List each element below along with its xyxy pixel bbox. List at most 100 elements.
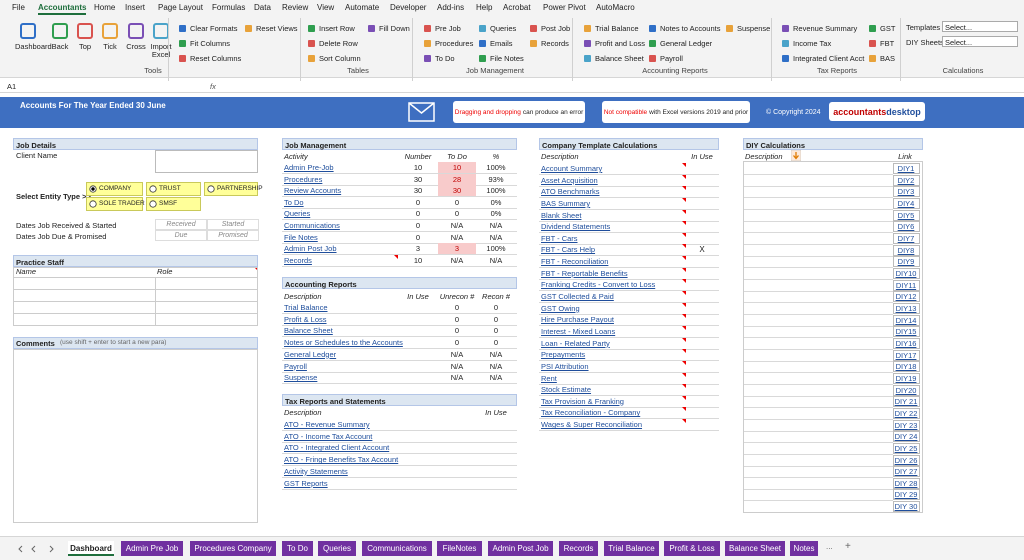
more-tabs[interactable]: ...	[826, 542, 833, 551]
report-link[interactable]: Trial Balance	[284, 303, 328, 312]
ribbon-button[interactable]: Records	[541, 39, 569, 48]
ribbon-tab[interactable]: Data	[254, 3, 271, 12]
template-link[interactable]: Hire Purchase Payout	[541, 315, 614, 325]
diy-link[interactable]: DIY2	[897, 175, 915, 185]
report-link[interactable]: Payroll	[284, 361, 307, 371]
diy-link[interactable]: DIY12	[895, 292, 917, 302]
sheet-tab[interactable]	[68, 541, 114, 556]
activity-link[interactable]: Queries	[284, 209, 311, 219]
ribbon-button[interactable]: Suspense	[737, 24, 771, 33]
sheet-tab[interactable]	[488, 541, 553, 556]
ribbon-button[interactable]: FBT	[880, 39, 895, 48]
report-link[interactable]: Balance Sheet	[284, 326, 333, 336]
diy-link[interactable]: DIY 22	[894, 408, 918, 418]
report-link[interactable]: Profit & Loss	[284, 314, 327, 324]
template-link[interactable]: Tax Provision & Franking	[541, 396, 624, 406]
date-cell[interactable]	[207, 219, 259, 230]
add-sheet[interactable]: +	[845, 541, 851, 552]
activity-link[interactable]: Admin Pre-Job	[284, 163, 334, 172]
ribbon-tab[interactable]: Home	[94, 3, 116, 12]
template-link[interactable]: Prepayments	[541, 350, 586, 360]
ribbon-button[interactable]: Back	[51, 42, 69, 51]
sheet-tab-label[interactable]: Balance Sheet	[728, 544, 782, 553]
ribbon-button[interactable]: Queries	[490, 24, 517, 33]
diy-link[interactable]: DIY9	[897, 257, 915, 267]
ribbon-button[interactable]: Pre Job	[435, 24, 461, 33]
template-link[interactable]: Franking Credits - Convert to Loss	[541, 280, 656, 290]
report-link[interactable]: Suspense	[284, 373, 318, 383]
ribbon-button[interactable]: Dashboard	[15, 42, 52, 51]
sheet-tab[interactable]	[725, 541, 785, 556]
entity-label[interactable]: COMPANY	[99, 185, 132, 192]
ribbon-tab[interactable]: Review	[282, 3, 309, 12]
sheet-tab[interactable]	[790, 541, 818, 556]
ribbon-button[interactable]: Balance Sheet	[595, 54, 644, 63]
ribbon-button[interactable]: Payroll	[660, 54, 683, 63]
sheet-tab-label[interactable]: Procedures Company	[194, 544, 272, 553]
template-link[interactable]: Rent	[541, 373, 557, 383]
template-link[interactable]: Account Summary	[541, 164, 603, 173]
diy-link[interactable]: DIY 26	[894, 455, 918, 465]
template-link[interactable]: PSI Attribution	[541, 361, 589, 371]
diy-link[interactable]: DIY4	[897, 198, 915, 208]
report-link[interactable]: ATO - Income Tax Account	[284, 431, 373, 441]
diy-link[interactable]: DIY10	[895, 268, 917, 278]
template-link[interactable]: Dividend Statements	[541, 222, 611, 232]
template-link[interactable]: Wages & Super Reconciliation	[541, 420, 643, 430]
report-link[interactable]: ATO - Fringe Benefits Tax Account	[284, 455, 399, 465]
sheet-tab-label[interactable]: Communications	[367, 544, 427, 553]
diy-link[interactable]: DIY 28	[894, 478, 918, 488]
diy-link[interactable]: DIY18	[895, 362, 917, 372]
activity-link[interactable]: Review Accounts	[284, 186, 342, 196]
entity-option[interactable]	[146, 182, 201, 196]
ribbon-tab[interactable]: Automate	[345, 3, 380, 12]
name-box[interactable]: A1	[7, 82, 17, 91]
template-link[interactable]: Interest - Mixed Loans	[541, 326, 616, 336]
ribbon-button[interactable]: General Ledger	[660, 39, 713, 48]
diy-link[interactable]: DIY7	[897, 233, 915, 243]
diy-link[interactable]: DIY16	[895, 338, 917, 348]
entity-label[interactable]: SMSF	[159, 200, 178, 207]
diy-link[interactable]: DIY11	[895, 280, 917, 290]
ribbon-button[interactable]: Clear Formats	[190, 24, 238, 33]
activity-link[interactable]: Admin Post Job	[284, 244, 337, 254]
entity-option[interactable]	[146, 197, 201, 211]
diy-link[interactable]: DIY 24	[894, 432, 918, 442]
ribbon-tab[interactable]: Insert	[125, 3, 146, 12]
ribbon-button[interactable]: Sort Column	[319, 54, 361, 63]
ribbon-button[interactable]: Delete Row	[319, 39, 358, 48]
diy-link[interactable]: DIY 27	[894, 467, 918, 477]
sheet-tab-label[interactable]: Admin Pre Job	[125, 544, 179, 553]
entity-label[interactable]: PARTNERSHIP	[217, 185, 263, 192]
ribbon-button[interactable]: Integrated Client Acct	[793, 54, 865, 63]
ribbon-button[interactable]: Trial Balance	[595, 24, 639, 33]
template-link[interactable]: Asset Acquisition	[541, 175, 598, 185]
ribbon-button[interactable]: BAS	[880, 54, 896, 63]
template-link[interactable]: FBT - Reportable Benefits	[541, 268, 628, 278]
diy-link[interactable]: DIY15	[895, 327, 917, 337]
entity-option[interactable]	[86, 182, 143, 196]
ribbon-tab[interactable]: Acrobat	[503, 3, 531, 12]
diy-link[interactable]: DIY6	[897, 222, 915, 232]
ribbon-tab[interactable]: Add-ins	[437, 3, 465, 12]
template-link[interactable]: GST Owing	[541, 303, 580, 313]
template-link[interactable]: BAS Summary	[541, 198, 591, 208]
activity-link[interactable]: Procedures	[284, 174, 323, 184]
ribbon-tab[interactable]: View	[317, 3, 335, 12]
ribbon-tab[interactable]: Developer	[390, 3, 427, 12]
report-link[interactable]: Notes or Schedules to the Accounts	[284, 338, 403, 348]
sheet-tab-label[interactable]: Admin Post Job	[492, 544, 549, 553]
entity-label[interactable]: TRUST	[159, 185, 181, 192]
report-link[interactable]: ATO - Revenue Summary	[284, 420, 370, 429]
date-cell[interactable]	[207, 230, 259, 241]
ribbon-button[interactable]: File Notes	[490, 54, 524, 63]
ribbon-tab[interactable]: Formulas	[212, 3, 246, 12]
input-box[interactable]	[155, 150, 258, 173]
sheet-tab[interactable]	[664, 541, 720, 556]
entity-option[interactable]	[204, 182, 258, 196]
sheet-tab-label[interactable]: Profit & Loss	[669, 544, 715, 553]
ribbon-button[interactable]: Fit Columns	[190, 39, 231, 48]
sheet-tab[interactable]	[559, 541, 598, 556]
ribbon-button[interactable]: Import Excel	[150, 42, 172, 59]
dropdown[interactable]: Select...	[942, 21, 1018, 32]
